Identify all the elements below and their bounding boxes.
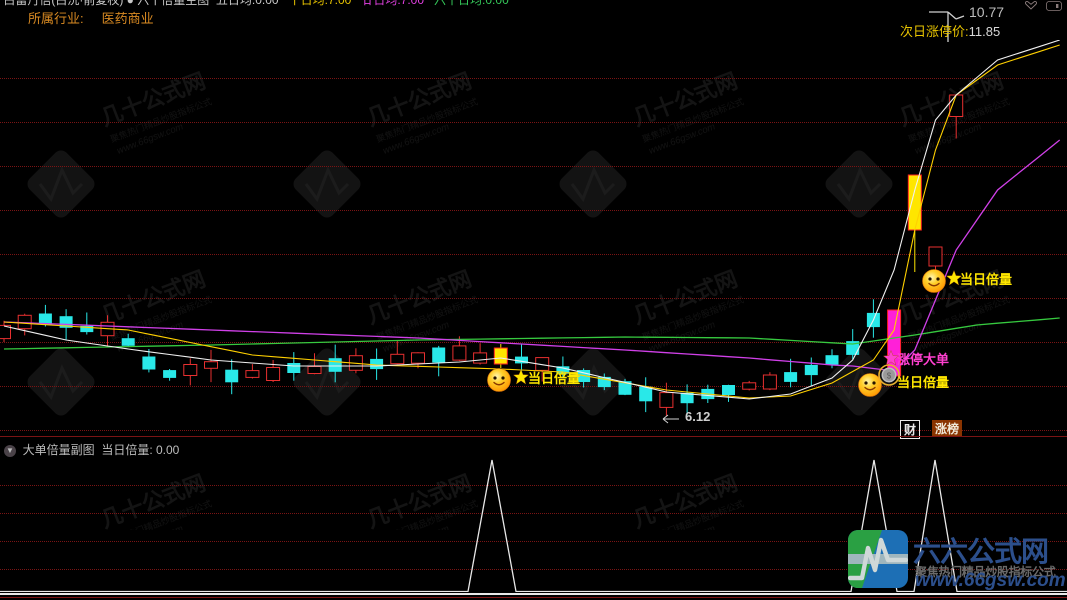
svg-text:$: $ xyxy=(887,372,892,381)
